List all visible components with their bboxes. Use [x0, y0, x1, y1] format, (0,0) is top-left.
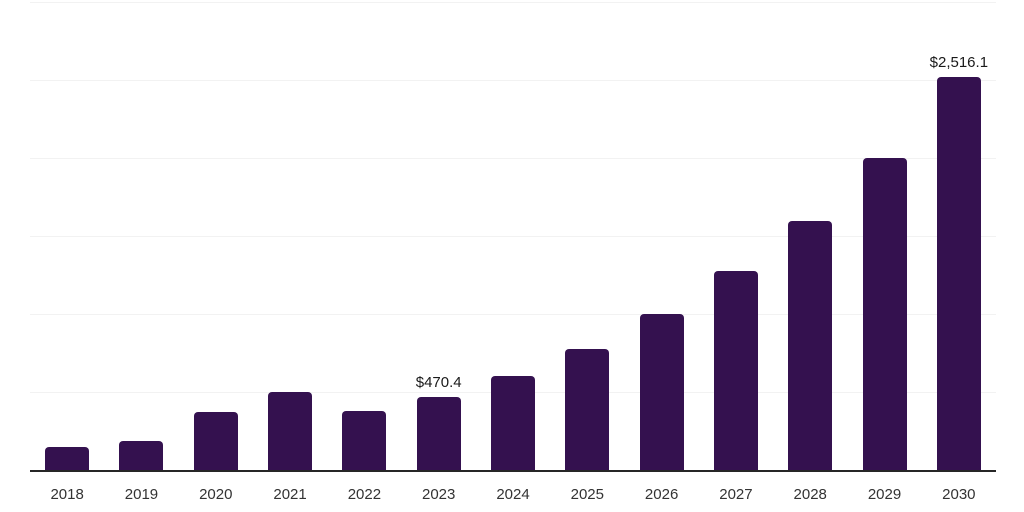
x-tick-2024: 2024: [496, 486, 530, 503]
bar-2018[interactable]: [45, 446, 90, 470]
bar-2019[interactable]: [119, 441, 164, 470]
data-label-2023: $470.4: [415, 373, 462, 391]
bar-2022[interactable]: [342, 410, 387, 470]
bar-2028[interactable]: [788, 220, 833, 470]
bar-2021[interactable]: [268, 392, 313, 470]
bar-2023[interactable]: [416, 396, 461, 470]
x-tick-2019: 2019: [124, 486, 159, 503]
x-tick-2020: 2020: [199, 486, 233, 503]
x-tick-2022: 2022: [347, 486, 382, 503]
x-tick-2023: 2023: [422, 486, 456, 503]
bar-2020[interactable]: [193, 411, 238, 470]
gridline-2000: [30, 158, 996, 159]
gridline-1000: [30, 314, 996, 315]
bar-2029[interactable]: [862, 157, 907, 470]
x-tick-2021: 2021: [273, 486, 307, 503]
bar-2025[interactable]: [565, 348, 610, 470]
bar-2027[interactable]: [713, 271, 758, 470]
x-tick-2025: 2025: [570, 486, 604, 503]
bar-2024[interactable]: [491, 375, 535, 470]
gridline-3000: [30, 2, 996, 3]
x-tick-2018: 2018: [50, 486, 84, 503]
x-tick-2027: 2027: [719, 486, 753, 503]
x-tick-2029: 2029: [867, 486, 902, 503]
gridline-2500: [30, 80, 996, 81]
x-tick-2028: 2028: [793, 486, 827, 503]
bar-2030[interactable]: [936, 77, 981, 470]
data-label-2030: $2,516.1: [929, 54, 989, 72]
x-tick-2030: 2030: [942, 486, 976, 503]
x-tick-2026: 2026: [644, 486, 679, 503]
x-axis-line: [30, 470, 996, 472]
gridline-1500: [30, 236, 996, 237]
bar-2026[interactable]: [639, 314, 684, 470]
